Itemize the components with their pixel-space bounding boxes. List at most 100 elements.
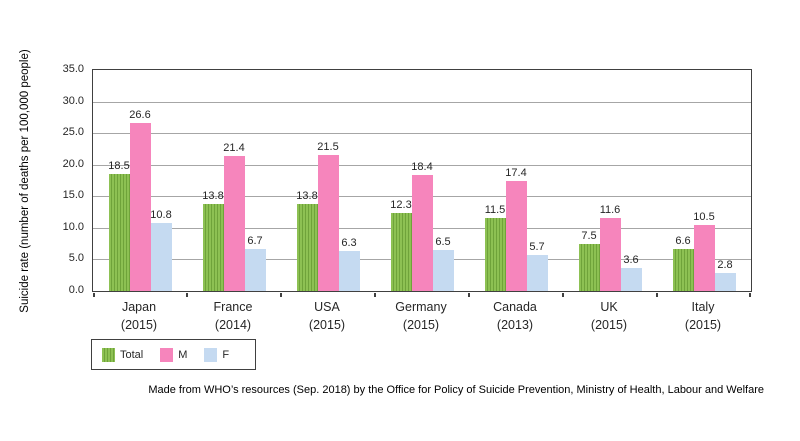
bar-f-usa: 6.3 [338, 237, 360, 291]
x-axis-tick [374, 292, 376, 297]
x-axis-tick [656, 292, 658, 297]
bar-group-canada: 11.5 17.4 5.7 [469, 70, 563, 291]
data-year: (2013) [496, 317, 534, 332]
bar-value-label: 5.7 [529, 241, 545, 254]
bar-total-usa: 13.8 [296, 190, 318, 291]
x-category-label-italy: Italy (2015) [656, 299, 750, 334]
bar-group-germany: 12.3 18.4 6.5 [375, 70, 469, 291]
data-year: (2015) [308, 317, 346, 332]
bar-value-label: 11.5 [484, 204, 506, 217]
bar-value-label: 21.4 [223, 141, 245, 154]
country-name: Italy [691, 300, 715, 314]
source-note: Made from WHO’s resources (Sep. 2018) by… [148, 384, 764, 396]
y-tick-label: 15.0 [62, 189, 84, 202]
x-category-label-uk: UK (2015) [562, 299, 656, 334]
bar-m-germany: 18.4 [411, 161, 433, 291]
country-name: USA [314, 300, 340, 314]
x-category-label-japan: Japan (2015) [92, 299, 186, 334]
bar-value-label: 13.8 [202, 189, 224, 202]
bar-value-label: 18.5 [108, 160, 130, 173]
bar-group-france: 13.8 21.4 6.7 [187, 70, 281, 291]
data-year: (2015) [402, 317, 440, 332]
bar-value-label: 10.8 [150, 208, 172, 221]
gridline [93, 133, 751, 135]
bar-total-italy: 6.6 [672, 235, 694, 291]
country-name: France [213, 300, 253, 314]
legend-swatch-female [204, 347, 218, 362]
bar-value-label: 17.4 [505, 167, 527, 180]
bar-value-label: 13.8 [296, 189, 318, 202]
x-category-label-canada: Canada (2013) [468, 299, 562, 334]
country-name: UK [600, 300, 618, 314]
bar-m-france: 21.4 [223, 142, 245, 291]
y-tick-label: 25.0 [62, 126, 84, 139]
bar-f-germany: 6.5 [432, 236, 454, 291]
bar-f-uk: 3.6 [620, 254, 642, 291]
bar-value-label: 6.5 [435, 235, 451, 248]
legend-label-female: F [222, 348, 230, 361]
country-name: Germany [395, 300, 447, 314]
plot-area: 18.5 26.6 10.8 13.8 21.4 6.7 13.8 21.5 6.3 12.3 18… [92, 69, 752, 297]
bar-group-uk: 7.5 11.6 3.6 [563, 70, 657, 291]
country-name: Japan [121, 300, 157, 314]
x-axis-tick [280, 292, 282, 297]
legend-swatch-male [160, 347, 174, 362]
data-year: (2015) [684, 317, 722, 332]
bar-value-label: 21.5 [317, 141, 339, 154]
bar-value-label: 2.8 [717, 259, 733, 272]
legend-label-male: M [178, 348, 188, 361]
x-category-label-germany: Germany (2015) [374, 299, 468, 334]
y-tick-label: 10.0 [62, 220, 84, 233]
bar-value-label: 6.7 [247, 234, 263, 247]
y-tick-label: 35.0 [62, 63, 84, 75]
y-tick-label: 20.0 [62, 157, 84, 170]
bar-f-japan: 10.8 [150, 209, 172, 291]
bar-total-uk: 7.5 [578, 230, 600, 291]
bar-value-label: 3.6 [623, 254, 639, 267]
x-axis-tick [93, 292, 95, 297]
y-tick-label: 5.0 [68, 252, 84, 265]
bar-value-label: 7.5 [581, 229, 597, 242]
x-axis-tick [749, 292, 751, 297]
data-year: (2014) [214, 317, 252, 332]
bar-m-usa: 21.5 [317, 141, 339, 291]
bar-m-italy: 10.5 [693, 211, 715, 291]
bar-m-japan: 26.6 [129, 109, 151, 291]
y-axis-ticks: 35.0 30.0 25.0 20.0 15.0 10.0 5.0 0.0 [0, 63, 84, 296]
bar-total-germany: 12.3 [390, 199, 412, 291]
bar-value-label: 10.5 [693, 210, 715, 223]
bar-total-japan: 18.5 [108, 160, 130, 291]
bar-value-label: 12.3 [390, 199, 412, 212]
bar-value-label: 11.6 [599, 203, 621, 216]
bar-value-label: 26.6 [129, 109, 151, 122]
legend-item-male: M [160, 347, 188, 362]
x-axis-tick [562, 292, 564, 297]
bar-f-italy: 2.8 [714, 259, 736, 291]
bar-group-italy: 6.6 10.5 2.8 [657, 70, 751, 291]
bar-value-label: 6.3 [341, 237, 357, 250]
bar-value-label: 18.4 [411, 160, 433, 173]
bar-total-france: 13.8 [202, 190, 224, 291]
bar-m-canada: 17.4 [505, 167, 527, 291]
y-tick-label: 30.0 [62, 94, 84, 107]
legend-item-female: F [204, 347, 230, 362]
bar-value-label: 6.6 [675, 235, 691, 248]
data-year: (2015) [590, 317, 628, 332]
legend-swatch-total [102, 347, 115, 362]
x-axis-tick [186, 292, 188, 297]
bar-f-canada: 5.7 [526, 241, 548, 291]
data-year: (2015) [120, 317, 158, 332]
gridline [93, 164, 751, 166]
bar-group-japan: 18.5 26.6 10.8 [93, 70, 187, 291]
country-name: Canada [493, 300, 537, 314]
y-tick-label: 0.0 [68, 284, 84, 296]
legend-item-total: Total [102, 347, 144, 362]
bar-f-france: 6.7 [244, 235, 266, 291]
legend-label-total: Total [120, 348, 144, 361]
bar-m-uk: 11.6 [599, 204, 621, 291]
legend: Total M F [91, 339, 257, 370]
bar-total-canada: 11.5 [484, 204, 506, 291]
gridline [93, 101, 751, 103]
x-category-label-france: France (2014) [186, 299, 280, 334]
